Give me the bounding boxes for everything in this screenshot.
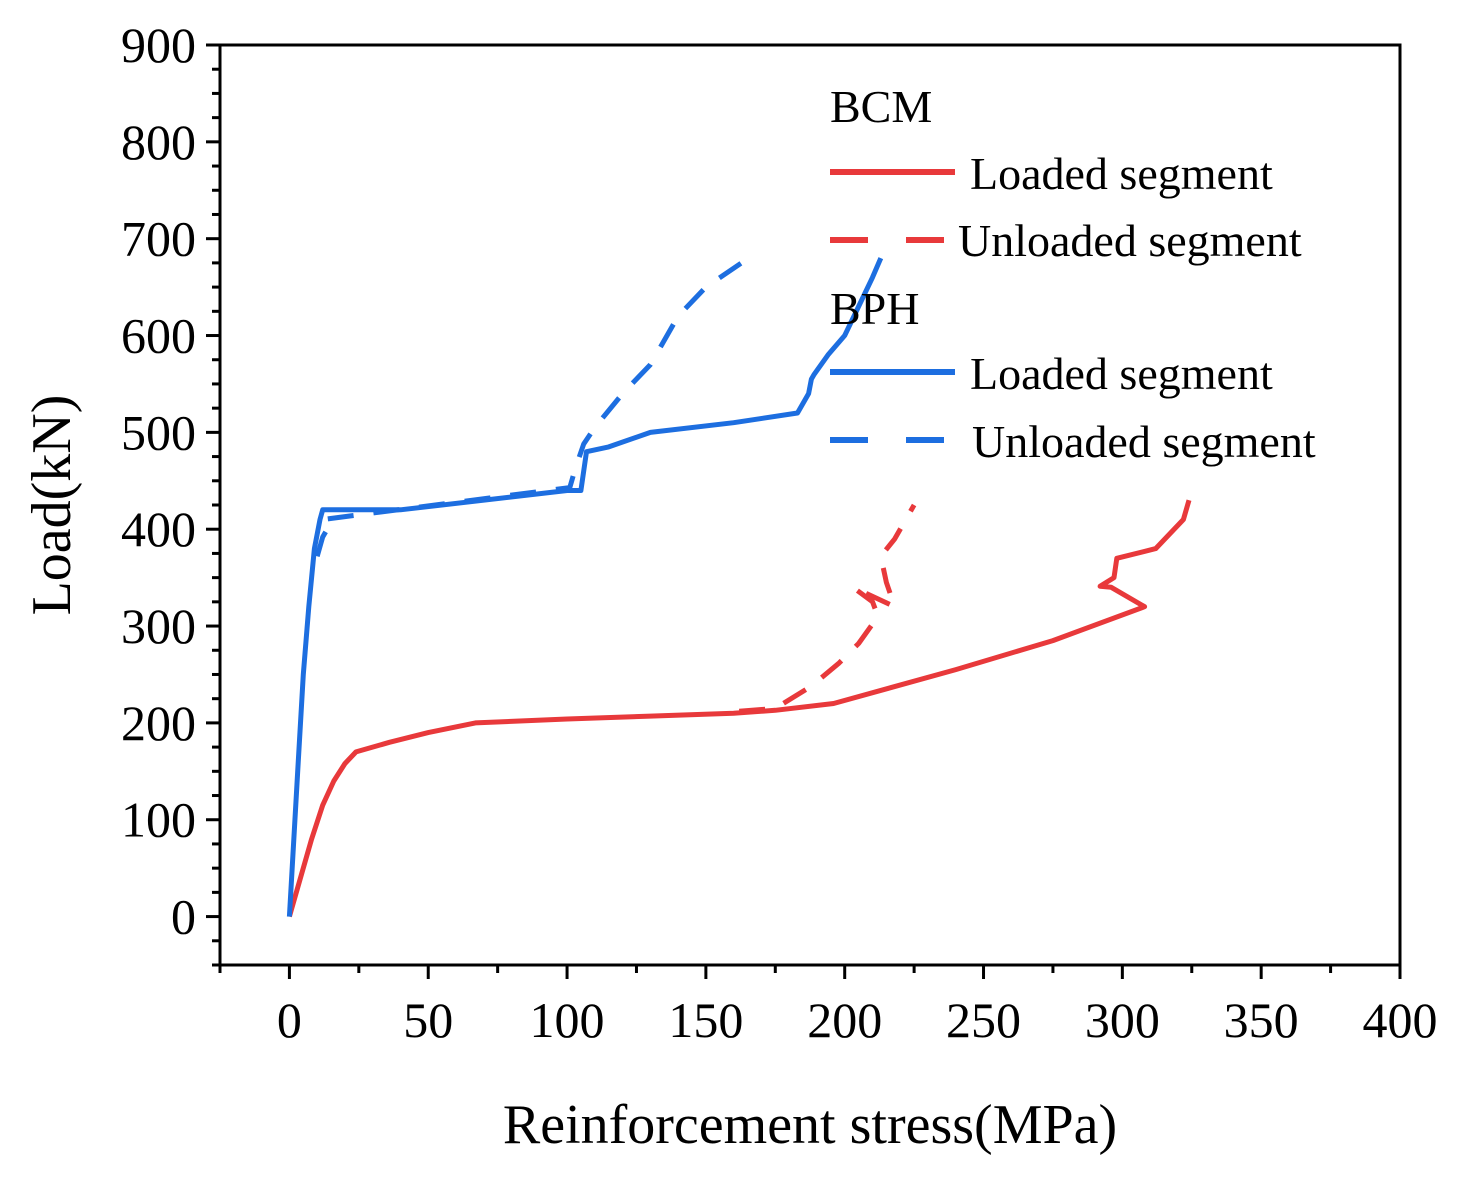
x-tick-label: 50: [403, 992, 453, 1048]
x-tick-label: 0: [277, 992, 302, 1048]
legend-label-bph-loaded: Loaded segment: [970, 348, 1273, 399]
x-axis-title: Reinforcement stress(MPa): [503, 1094, 1117, 1156]
y-axis-title: Load(kN): [21, 395, 83, 616]
legend: BCM Loaded segment Unloaded segment BPH …: [830, 81, 1316, 467]
x-tick-label: 250: [946, 992, 1021, 1048]
y-tick-label: 0: [171, 889, 196, 945]
y-tick-label: 700: [121, 211, 196, 267]
legend-label-bph-unloaded: Unloaded segment: [972, 416, 1316, 467]
legend-label-bcm-unloaded: Unloaded segment: [958, 215, 1302, 266]
series-layer: [286, 251, 1192, 918]
legend-title-bcm: BCM: [830, 81, 932, 132]
y-tick-label: 900: [121, 17, 196, 73]
y-tick-label: 100: [121, 792, 196, 848]
x-axis-ticks: [218, 965, 1402, 979]
x-tick-label: 300: [1085, 992, 1160, 1048]
x-tick-label: 350: [1224, 992, 1299, 1048]
legend-label-bcm-loaded: Loaded segment: [970, 148, 1273, 199]
legend-title-bph: BPH: [830, 283, 919, 334]
series-line-bph-loaded: [286, 257, 884, 917]
y-tick-label: 300: [121, 598, 196, 654]
y-tick-labels: 0 100 200 300 400 500 600 700 800 900: [121, 17, 196, 945]
series-line-bcm-unloaded: [738, 503, 917, 714]
y-axis-ticks: [206, 43, 220, 967]
series-line-bph-unloaded: [314, 251, 758, 557]
x-tick-label: 400: [1363, 992, 1438, 1048]
y-tick-label: 500: [121, 404, 196, 460]
x-tick-label: 150: [668, 992, 743, 1048]
x-tick-labels: 0 50 100 150 200 250 300 350 400: [277, 992, 1438, 1048]
x-tick-label: 200: [807, 992, 882, 1048]
x-tick-label: 100: [530, 992, 605, 1048]
series-line-bcm-loaded: [286, 499, 1192, 918]
y-tick-label: 800: [121, 114, 196, 170]
y-tick-label: 400: [121, 501, 196, 557]
y-tick-label: 600: [121, 308, 196, 364]
y-tick-label: 200: [121, 695, 196, 751]
